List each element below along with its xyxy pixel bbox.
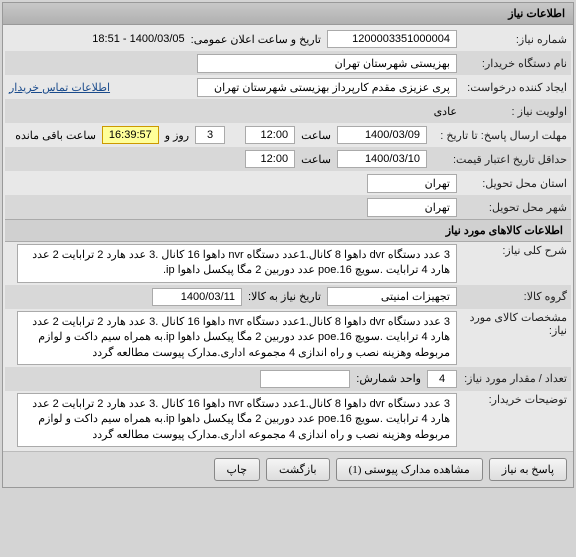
group-date: 1400/03/11	[152, 288, 242, 306]
button-row: پاسخ به نیاز مشاهده مدارک پیوستی (1) باز…	[3, 451, 573, 487]
credit-date: 1400/03/10	[337, 150, 427, 168]
desc-label: شرح کلی نیاز:	[457, 244, 567, 257]
row-priority: اولویت نیاز : عادی	[5, 99, 571, 123]
province-value: تهران	[367, 174, 457, 193]
contact-link[interactable]: اطلاعات تماس خریدار	[9, 81, 110, 94]
deadline-time: 12:00	[245, 126, 295, 144]
notes-text: 3 عدد دستگاه dvr داهوا 8 کانال.1عدد دستگ…	[17, 393, 457, 447]
attachments-button[interactable]: مشاهده مدارک پیوستی (1)	[336, 458, 483, 481]
spec-label: مشخصات کالای مورد نیاز:	[457, 311, 567, 337]
countdown-timer: 16:39:57	[102, 126, 159, 144]
qty-value: 4	[427, 370, 457, 388]
panel-body: شماره نیاز: 1200003351000004 تاریخ و ساع…	[3, 25, 573, 451]
deadline-label: مهلت ارسال پاسخ: تا تاریخ :	[427, 129, 567, 142]
row-org: نام دستگاه خریدار: بهزیستی شهرستان تهران	[5, 51, 571, 75]
days-label: روز و	[159, 129, 195, 142]
priority-label: اولویت نیاز :	[457, 105, 567, 118]
remaining-label: ساعت باقی مانده	[9, 129, 102, 142]
panel-header: اطلاعات نیاز	[3, 3, 573, 25]
spec-text: 3 عدد دستگاه dvr داهوا 8 کانال.1عدد دستگ…	[17, 311, 457, 365]
need-number-value: 1200003351000004	[327, 30, 457, 48]
need-info-panel: اطلاعات نیاز شماره نیاز: 120000335100000…	[2, 2, 574, 488]
back-button[interactable]: بازگشت	[266, 458, 330, 481]
unit-value	[260, 370, 350, 388]
creator-value: پری عزیزی مقدم کارپرداز بهزیستی شهرستان …	[197, 78, 457, 97]
row-notes: توضیحات خریدار: 3 عدد دستگاه dvr داهوا 8…	[5, 391, 571, 449]
desc-text: 3 عدد دستگاه dvr داهوا 8 کانال.1عدد دستگ…	[17, 244, 457, 283]
row-need-number: شماره نیاز: 1200003351000004 تاریخ و ساع…	[5, 27, 571, 51]
days-remaining: 3	[195, 126, 225, 144]
row-province: استان محل تحویل: تهران	[5, 171, 571, 195]
city-value: تهران	[367, 198, 457, 217]
row-credit: حداقل تاریخ اعتبار قیمت: 1400/03/10 ساعت…	[5, 147, 571, 171]
row-creator: ایجاد کننده درخواست: پری عزیزی مقدم کارپ…	[5, 75, 571, 99]
row-spec: مشخصات کالای مورد نیاز: 3 عدد دستگاه dvr…	[5, 309, 571, 367]
city-label: شهر محل تحویل:	[457, 201, 567, 214]
announce-value: 1400/03/05 - 18:51	[92, 33, 184, 45]
group-date-label: تاریخ نیاز به کالا:	[242, 290, 327, 303]
row-group: گروه کالا: تجهیزات امنیتی تاریخ نیاز به …	[5, 285, 571, 309]
qty-label: تعداد / مقدار مورد نیاز:	[457, 372, 567, 385]
time-label-1: ساعت	[295, 129, 337, 142]
row-city: شهر محل تحویل: تهران	[5, 195, 571, 219]
announce-label: تاریخ و ساعت اعلان عمومی:	[185, 33, 327, 46]
panel-title: اطلاعات نیاز	[508, 8, 565, 20]
group-label: گروه کالا:	[457, 290, 567, 303]
creator-label: ایجاد کننده درخواست:	[457, 81, 567, 94]
notes-label: توضیحات خریدار:	[457, 393, 567, 406]
credit-time: 12:00	[245, 150, 295, 168]
row-deadline: مهلت ارسال پاسخ: تا تاریخ : 1400/03/09 س…	[5, 123, 571, 147]
time-label-2: ساعت	[295, 153, 337, 166]
row-desc: شرح کلی نیاز: 3 عدد دستگاه dvr داهوا 8 ک…	[5, 242, 571, 285]
goods-section-title: اطلاعات کالاهای مورد نیاز	[5, 219, 571, 242]
priority-value: عادی	[434, 105, 457, 118]
org-value: بهزیستی شهرستان تهران	[197, 54, 457, 73]
group-value: تجهیزات امنیتی	[327, 287, 457, 306]
need-number-label: شماره نیاز:	[457, 33, 567, 46]
row-qty: تعداد / مقدار مورد نیاز: 4 واحد شمارش:	[5, 367, 571, 391]
province-label: استان محل تحویل:	[457, 177, 567, 190]
deadline-date: 1400/03/09	[337, 126, 427, 144]
credit-label: حداقل تاریخ اعتبار قیمت:	[427, 153, 567, 166]
org-label: نام دستگاه خریدار:	[457, 57, 567, 70]
unit-label: واحد شمارش:	[350, 372, 427, 385]
print-button[interactable]: چاپ	[214, 458, 261, 481]
reply-button[interactable]: پاسخ به نیاز	[489, 458, 567, 481]
